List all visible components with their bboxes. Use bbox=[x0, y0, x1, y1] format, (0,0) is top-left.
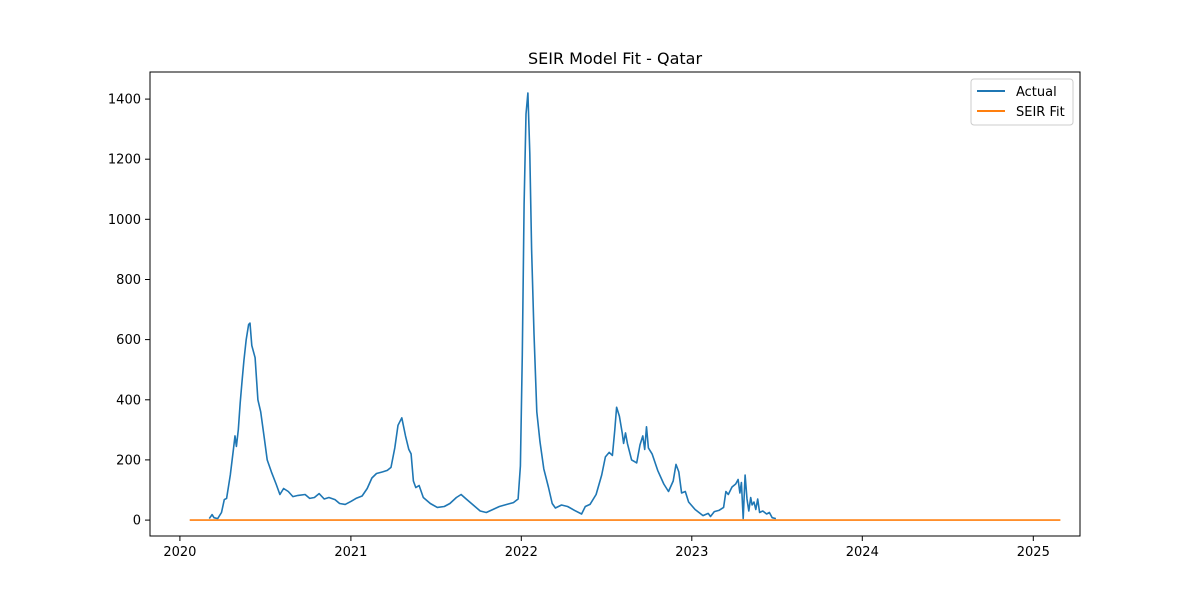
x-tick-label-2022: 2022 bbox=[505, 545, 538, 560]
y-tick-label-1400: 1400 bbox=[108, 93, 141, 108]
plot-background bbox=[150, 72, 1080, 536]
x-tick-label-2025: 2025 bbox=[1017, 545, 1050, 560]
plot-area bbox=[149, 71, 1081, 537]
legend-label-actual: Actual bbox=[1016, 85, 1057, 100]
series-layer bbox=[189, 92, 1061, 521]
y-tick-label-400: 400 bbox=[116, 393, 141, 408]
axes-frame bbox=[149, 71, 1081, 537]
chart-title: SEIR Model Fit - Qatar bbox=[528, 49, 702, 68]
legend: Actual SEIR Fit bbox=[970, 78, 1074, 126]
x-tick-label-2020: 2020 bbox=[163, 545, 196, 560]
y-axis: 0 200 400 600 800 1000 1200 1400 bbox=[108, 93, 150, 529]
y-tick-label-1000: 1000 bbox=[108, 213, 141, 228]
y-tick-label-200: 200 bbox=[116, 453, 141, 468]
x-tick-label-2024: 2024 bbox=[846, 545, 879, 560]
x-axis: 2020 2021 2022 2023 2024 2025 bbox=[163, 536, 1050, 560]
y-tick-label-0: 0 bbox=[133, 514, 141, 529]
y-tick-label-600: 600 bbox=[116, 333, 141, 348]
legend-label-seir-fit: SEIR Fit bbox=[1016, 105, 1065, 120]
y-tick-label-1200: 1200 bbox=[108, 153, 141, 168]
y-tick-label-800: 800 bbox=[116, 273, 141, 288]
x-tick-label-2021: 2021 bbox=[334, 545, 367, 560]
series-line-actual bbox=[208, 92, 777, 520]
x-tick-label-2023: 2023 bbox=[675, 545, 708, 560]
